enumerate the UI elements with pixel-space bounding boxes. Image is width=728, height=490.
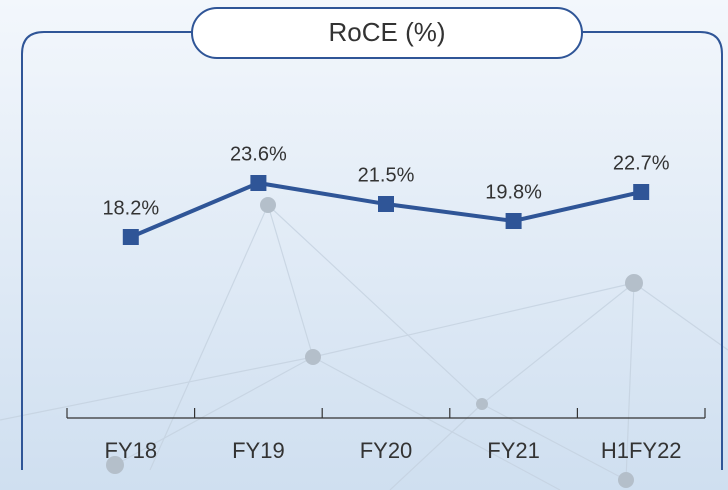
x-tick-label: FY21	[487, 438, 540, 463]
x-tick-label: FY18	[105, 438, 158, 463]
data-label: 18.2%	[102, 197, 159, 219]
chart-title: RoCE (%)	[328, 17, 445, 47]
data-label: 22.7%	[613, 152, 670, 174]
x-tick-label: FY19	[232, 438, 285, 463]
point	[633, 184, 650, 200]
frame	[21, 31, 723, 470]
point	[250, 175, 267, 191]
x-tick-label: FY20	[360, 438, 413, 463]
point	[505, 213, 522, 229]
data-label: 19.8%	[485, 181, 542, 203]
x-tick-label: H1FY22	[601, 438, 682, 463]
point	[122, 229, 139, 245]
data-label: 21.5%	[358, 164, 415, 186]
data-label: 23.6%	[230, 143, 287, 165]
point	[378, 196, 394, 212]
network-nodes	[106, 197, 643, 488]
title-pill	[191, 7, 583, 59]
